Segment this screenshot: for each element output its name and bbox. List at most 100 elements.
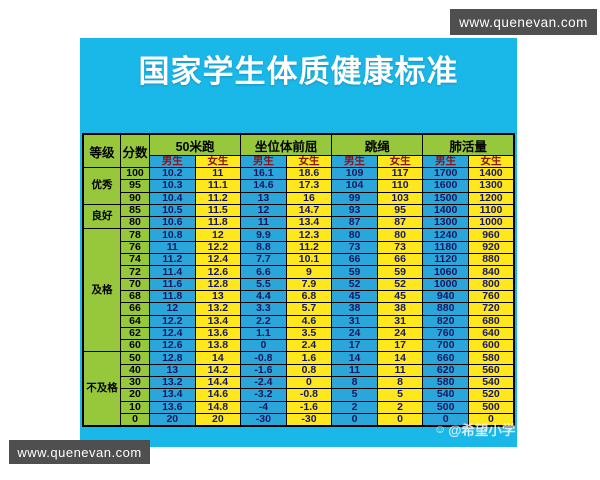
value-cell: 45 — [376, 289, 424, 304]
value-cell: 680 — [467, 314, 515, 328]
score-cell: 100 — [120, 166, 150, 181]
value-cell: 13 — [149, 363, 196, 378]
value-cell: 560 — [467, 363, 515, 378]
value-cell: 59 — [331, 265, 378, 279]
value-cell: 7.9 — [285, 277, 333, 291]
value-cell: 12.4 — [149, 326, 196, 341]
value-cell: 16 — [285, 191, 333, 205]
value-cell: 580 — [422, 376, 469, 390]
value-cell: 11 — [331, 363, 378, 378]
value-cell: 11.2 — [194, 191, 242, 205]
header-male: 男生 — [331, 155, 378, 168]
grade-cell: 及格 — [82, 228, 121, 353]
value-cell: 12.8 — [194, 277, 242, 291]
value-cell: 73 — [331, 240, 378, 255]
value-cell: 16.1 — [240, 166, 287, 181]
value-cell: 620 — [422, 363, 469, 378]
table-head: 等级 分数 50米跑 坐位体前屈 跳绳 肺活量 男生 女生 男生 女生 男生 女生 男生 女生 — [82, 133, 515, 168]
table-row: 90 10.4 11.2 13 16 99 103 1500 1200 — [83, 191, 515, 205]
value-cell: 45 — [331, 289, 378, 304]
value-cell: -3.2 — [240, 388, 287, 402]
value-cell: 1400 — [467, 166, 515, 181]
score-cell: 85 — [120, 203, 150, 218]
value-cell: 1.1 — [240, 326, 287, 341]
header-female: 女生 — [376, 155, 424, 168]
header-score: 分数 — [120, 133, 150, 168]
value-cell: 1100 — [467, 203, 515, 218]
table-row: 72 11.4 12.6 6.6 9 59 59 1060 840 — [83, 265, 515, 279]
standards-table: 等级 分数 50米跑 坐位体前屈 跳绳 肺活量 男生 女生 男生 女生 男生 女生 男生 女生 优秀 100… — [82, 133, 515, 428]
value-cell: 2.2 — [240, 314, 287, 328]
value-cell: 14 — [376, 351, 424, 365]
header-event: 跳绳 — [331, 133, 424, 156]
value-cell: 87 — [376, 216, 424, 230]
poster-title: 国家学生体质健康标准 — [138, 54, 459, 89]
table-row: 及格 78 10.8 12 9.9 12.3 80 80 1240 960 — [82, 228, 515, 353]
table-row: 74 11.2 12.4 7.7 10.1 66 66 1120 880 — [83, 253, 515, 267]
score-cell: 74 — [120, 253, 150, 267]
table-row: 64 12.2 13.4 2.2 4.6 31 31 820 680 — [83, 314, 515, 328]
value-cell: 760 — [467, 289, 515, 304]
score-cell: 40 — [120, 363, 150, 378]
value-cell: 12.2 — [194, 240, 242, 255]
table-row: 68 11.8 13 4.4 6.8 45 45 940 760 — [83, 289, 515, 304]
value-cell: 11.5 — [194, 203, 242, 218]
score-cell: 62 — [120, 326, 150, 341]
value-cell: 11.8 — [194, 216, 242, 230]
value-cell: 10.1 — [285, 253, 333, 267]
header-event: 50米跑 — [148, 133, 242, 156]
value-cell: 5.5 — [240, 277, 287, 291]
value-cell: 1120 — [422, 253, 469, 267]
score-cell: 30 — [120, 376, 150, 390]
value-cell: 540 — [422, 388, 469, 402]
table-row: 76 11 12.2 8.8 11.2 73 73 1180 920 — [83, 240, 515, 255]
value-cell: 11.6 — [149, 277, 196, 291]
value-cell: 13.6 — [149, 400, 196, 414]
value-cell: 0 — [240, 339, 287, 353]
value-cell: 38 — [331, 302, 378, 316]
value-cell: 1300 — [422, 216, 469, 230]
value-cell: 14.6 — [240, 179, 287, 193]
table-row: 40 13 14.2 -1.6 0.8 11 11 620 560 — [83, 363, 515, 378]
header-female: 女生 — [194, 155, 242, 168]
value-cell: 5.7 — [285, 302, 333, 316]
value-cell: 580 — [467, 351, 515, 365]
value-cell: 1500 — [422, 191, 469, 205]
table-row: 70 11.6 12.8 5.5 7.9 52 52 1000 800 — [83, 277, 515, 291]
value-cell: 14.2 — [194, 363, 242, 378]
value-cell: 14 — [331, 351, 378, 365]
score-cell: 10 — [120, 400, 150, 414]
value-cell: 31 — [376, 314, 424, 328]
grade-cell: 不及格 — [82, 351, 121, 427]
value-cell: 24 — [376, 326, 424, 341]
value-cell: -1.6 — [240, 363, 287, 378]
value-cell: 17.3 — [285, 179, 333, 193]
value-cell: 66 — [331, 253, 378, 267]
table-row: 0 20 20 -30 -30 0 0 0 0 — [83, 412, 515, 427]
value-cell: 500 — [467, 400, 515, 414]
value-cell: 10.5 — [149, 203, 196, 218]
value-cell: 12.4 — [194, 253, 242, 267]
value-cell: 1060 — [422, 265, 469, 279]
value-cell: 5 — [376, 388, 424, 402]
poster: 国家学生体质健康标准 等级 分数 50米跑 坐位体前屈 跳绳 肺活量 男生 女生 男生 女生 男生女… — [80, 38, 517, 447]
value-cell: 1600 — [422, 179, 469, 193]
value-cell: 11.4 — [149, 265, 196, 279]
value-cell: 14 — [194, 351, 242, 365]
value-cell: 640 — [467, 326, 515, 341]
value-cell: 12.3 — [285, 228, 333, 242]
value-cell: 109 — [331, 166, 378, 181]
header-female: 女生 — [285, 155, 333, 168]
value-cell: 95 — [376, 203, 424, 218]
score-cell: 60 — [120, 339, 150, 353]
value-cell: 20 — [194, 412, 242, 427]
value-cell: 1180 — [422, 240, 469, 255]
value-cell: 38 — [376, 302, 424, 316]
value-cell: 12.6 — [194, 265, 242, 279]
header-event: 肺活量 — [422, 133, 515, 156]
value-cell: 13.4 — [194, 314, 242, 328]
table-row: 不及格 50 12.8 14 -0.8 1.6 14 14 660 580 — [82, 351, 515, 427]
value-cell: 59 — [376, 265, 424, 279]
value-cell: 11 — [240, 216, 287, 230]
value-cell: 14.7 — [285, 203, 333, 218]
